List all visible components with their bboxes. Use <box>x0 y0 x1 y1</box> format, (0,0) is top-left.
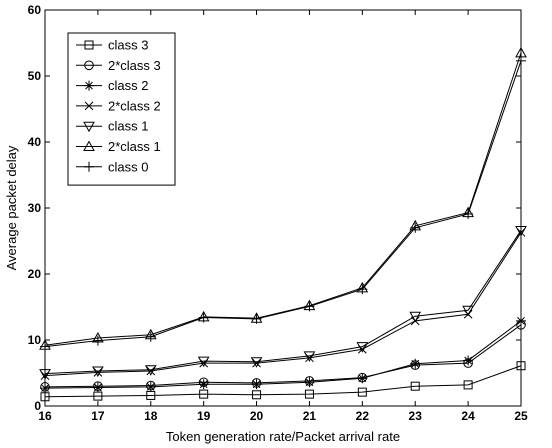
data-point <box>250 357 263 368</box>
series-class-0 <box>40 55 526 352</box>
data-point <box>357 387 367 397</box>
legend-item: class 2 <box>76 78 148 93</box>
data-point <box>303 351 316 362</box>
data-point <box>252 390 262 400</box>
series-line <box>44 324 522 388</box>
x-tick-label: 25 <box>514 409 528 423</box>
x-tick-label: 22 <box>356 409 370 423</box>
y-tick-label: 10 <box>28 333 42 347</box>
data-point <box>251 379 262 390</box>
y-tick-label: 0 <box>34 399 41 413</box>
x-tick-label: 19 <box>197 409 211 423</box>
data-point <box>146 366 156 376</box>
x-tick-label: 16 <box>38 409 52 423</box>
y-axis-label: Average packet delay <box>4 145 19 270</box>
legend-label: 2*class 2 <box>108 98 161 113</box>
data-point <box>463 208 474 219</box>
series-layer <box>39 46 527 402</box>
legend-label: class 0 <box>108 159 148 174</box>
legend-marker <box>84 40 94 50</box>
series-line <box>44 232 522 377</box>
series-line <box>44 60 522 348</box>
y-tick-label: 30 <box>28 201 42 215</box>
data-point <box>356 342 369 353</box>
legend-item: class 1 <box>76 119 148 134</box>
legend-marker <box>84 80 94 91</box>
data-point <box>304 389 314 399</box>
x-axis-label: Token generation rate/Packet arrival rat… <box>166 429 400 444</box>
series-class-1 <box>39 225 527 380</box>
x-tick-label: 18 <box>144 409 158 423</box>
legend-marker <box>83 121 95 133</box>
data-point <box>145 331 156 342</box>
legend-item: 2*class 1 <box>76 139 161 154</box>
data-point <box>199 389 209 399</box>
series-line <box>44 230 522 375</box>
x-tick-label: 23 <box>409 409 423 423</box>
y-tick-label: 60 <box>28 3 42 17</box>
legend-label: 2*class 1 <box>108 139 161 154</box>
x-tick-label: 17 <box>91 409 105 423</box>
data-point <box>252 358 261 368</box>
legend-item: 2*class 3 <box>76 58 161 73</box>
x-tick-label: 21 <box>303 409 317 423</box>
series-class-3 <box>40 361 526 402</box>
legend-marker <box>84 161 94 172</box>
data-point <box>410 222 421 233</box>
legend-label: 2*class 3 <box>108 58 161 73</box>
data-point <box>304 377 315 388</box>
x-tick-label: 20 <box>250 409 264 423</box>
data-point <box>198 312 209 323</box>
series-line <box>44 320 522 389</box>
series-line <box>44 52 522 346</box>
data-point <box>357 373 368 384</box>
y-tick-label: 20 <box>28 267 42 281</box>
data-point <box>463 309 473 319</box>
data-point <box>409 311 422 323</box>
data-point <box>92 366 104 378</box>
data-point <box>144 365 157 376</box>
data-point <box>304 301 315 312</box>
data-point <box>463 380 473 390</box>
legend-label: class 1 <box>108 119 148 134</box>
legend-item: 2*class 2 <box>76 98 161 113</box>
data-point <box>251 313 262 324</box>
legend-label: class 2 <box>108 78 148 93</box>
data-point <box>410 381 420 391</box>
data-point <box>463 355 474 366</box>
series-2-class-3 <box>40 320 526 392</box>
x-tick-label: 24 <box>461 409 475 423</box>
data-point <box>198 379 209 390</box>
y-tick-label: 50 <box>28 69 42 83</box>
data-point <box>92 382 103 393</box>
data-point <box>462 305 474 317</box>
data-point <box>197 356 210 368</box>
data-point <box>357 284 368 295</box>
series-2-class-2 <box>40 228 526 380</box>
series-line <box>44 365 522 398</box>
legend-label: class 3 <box>108 38 148 53</box>
legend-item: class 3 <box>76 38 148 53</box>
series-class-2 <box>40 315 526 394</box>
data-point <box>145 381 156 392</box>
legend-item: class 0 <box>76 159 148 174</box>
legend-marker <box>84 60 94 71</box>
ticks-layer: 16 17 18 19 20 21 22 23 24 25 0 10 20 30 40 50 60 <box>28 3 528 423</box>
data-point <box>410 358 421 369</box>
data-point <box>92 335 103 346</box>
y-tick-label: 40 <box>28 135 42 149</box>
legend-marker <box>84 101 94 111</box>
data-point <box>93 367 103 377</box>
legend-marker <box>83 140 95 151</box>
legend: class 3 2*class 3 class 2 2*class 2 class 1 2… <box>67 32 176 186</box>
